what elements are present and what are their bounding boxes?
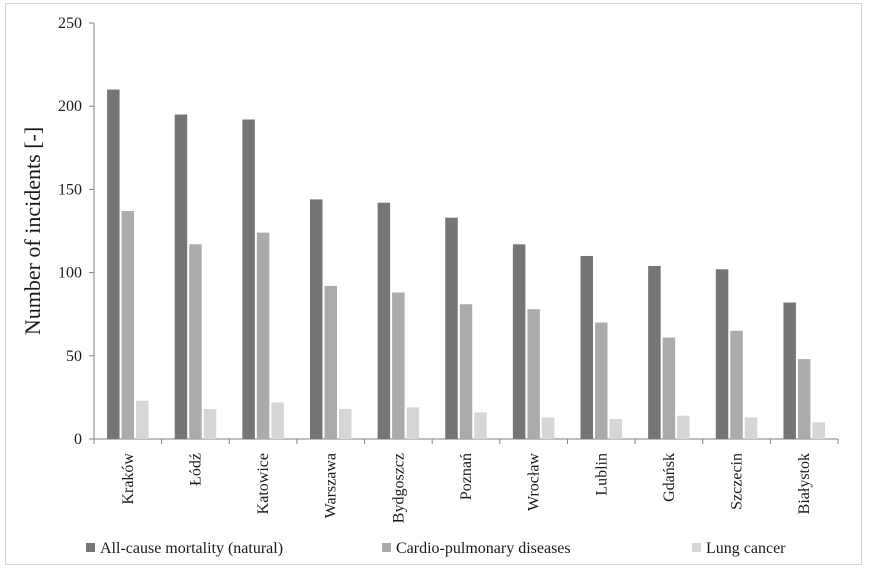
bar-3-6 — [474, 412, 487, 439]
y-tick-label: 150 — [58, 181, 82, 198]
x-tick-label: Bydgoszcz — [390, 453, 407, 523]
x-tick-label: Gdańsk — [661, 453, 678, 502]
bar-3-10 — [744, 417, 758, 439]
y-tick-label: 0 — [74, 431, 82, 448]
y-tick-label: 50 — [66, 348, 82, 365]
x-tick-label: Warszawa — [323, 453, 340, 518]
y-tick-label: 200 — [58, 98, 82, 115]
bar-2-10 — [730, 330, 743, 439]
legend: All-cause mortality (natural) Cardio-pulm… — [86, 540, 786, 557]
bar-2-9 — [662, 337, 676, 439]
legend-label-2: Cardio-pulmonary diseases — [396, 540, 571, 557]
bar-2-6 — [459, 304, 473, 439]
x-tick-label: Kraków — [120, 453, 137, 505]
bar-1-6 — [445, 217, 458, 439]
x-tick-label: Lublin — [593, 453, 610, 496]
y-tick-label: 250 — [58, 15, 82, 32]
bar-3-8 — [609, 419, 623, 439]
x-tick-label: Katowice — [255, 453, 272, 514]
bar-1-2 — [174, 114, 188, 440]
x-tick-label: Łódź — [187, 453, 204, 486]
legend-swatch-2 — [382, 543, 391, 552]
bar-3-7 — [541, 417, 555, 439]
bar-1-11 — [783, 302, 796, 439]
bar-2-2 — [189, 244, 202, 439]
y-tick-label: 100 — [58, 265, 82, 282]
bar-2-4 — [324, 285, 337, 439]
bar-3-11 — [812, 422, 825, 439]
bar-3-5 — [406, 407, 420, 439]
legend-swatch-1 — [86, 543, 95, 552]
x-axis-ticks: Kraków Łódź Katowice Warszawa Bydgoszcz Pozna… — [93, 439, 839, 523]
bar-2-3 — [256, 232, 270, 439]
bar-1-1 — [107, 89, 120, 439]
bar-2-8 — [595, 322, 608, 439]
bar-3-3 — [271, 402, 284, 439]
bar-1-10 — [715, 269, 729, 439]
legend-label-3: Lung cancer — [706, 540, 786, 557]
x-tick-label: Szczecin — [729, 453, 746, 510]
bar-3-2 — [203, 409, 217, 439]
bar-1-5 — [377, 202, 391, 439]
bar-1-4 — [309, 199, 323, 439]
bar-3-1 — [136, 400, 149, 439]
bars — [107, 89, 825, 440]
y-axis-ticks: 0 50 100 150 200 250 — [58, 15, 94, 448]
x-tick-label: Wrocław — [526, 453, 543, 511]
bar-1-9 — [648, 265, 661, 439]
bar-2-1 — [121, 211, 135, 439]
x-tick-label: Poznań — [458, 453, 475, 500]
bar-2-11 — [797, 359, 811, 439]
legend-label-1: All-cause mortality (natural) — [100, 540, 283, 557]
bar-3-4 — [338, 409, 352, 439]
x-tick-label: Białystok — [796, 453, 813, 514]
bar-1-3 — [242, 119, 255, 440]
legend-swatch-3 — [692, 543, 701, 552]
bar-1-7 — [512, 244, 526, 439]
y-axis-label: Number of incidents [-] — [20, 127, 45, 335]
bar-2-5 — [392, 292, 405, 439]
bar-1-8 — [580, 255, 594, 439]
bar-3-9 — [677, 415, 690, 439]
bar-2-7 — [527, 309, 540, 439]
